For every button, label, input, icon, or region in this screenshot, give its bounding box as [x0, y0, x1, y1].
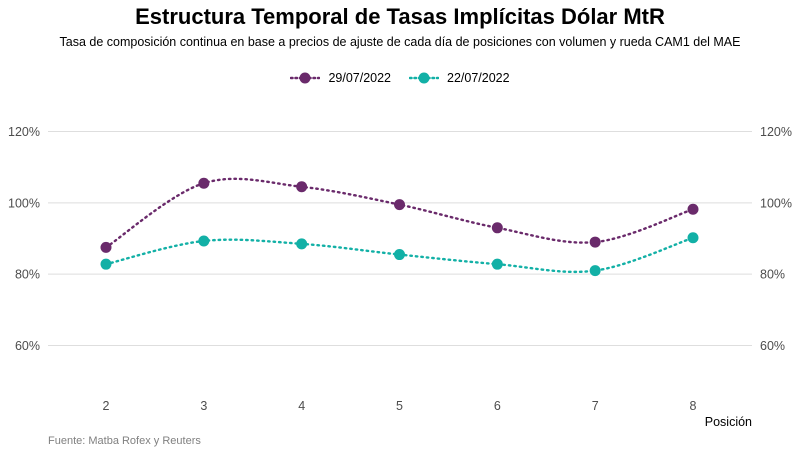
data-point-series-2 [687, 232, 699, 244]
data-point-series-1 [198, 177, 210, 189]
legend-key-series-2 [409, 72, 439, 84]
x-tick-label: 8 [690, 399, 697, 413]
data-point-series-2 [491, 258, 503, 270]
chart-subtitle: Tasa de composición continua en base a p… [59, 35, 741, 49]
data-point-series-1 [394, 199, 405, 211]
data-point-series-2 [100, 258, 112, 270]
x-tick-label: 4 [298, 399, 305, 413]
chart-title: Estructura Temporal de Tasas Implícitas … [135, 4, 665, 29]
data-point-series-1 [589, 236, 601, 248]
x-tick-label: 2 [103, 399, 110, 413]
x-tick-label: 6 [494, 399, 501, 413]
legend-key-series-1 [290, 72, 321, 84]
x-tick-label: 5 [396, 399, 403, 413]
legend-label-series-2: 22/07/2022 [447, 71, 510, 85]
legend-item-series-1: 29/07/2022 [290, 71, 391, 85]
source-note: Fuente: Matba Rofex y Reuters [48, 435, 201, 447]
data-point-series-1 [687, 203, 699, 215]
data-point-series-1 [491, 222, 503, 234]
y-tick-label-left: 80% [15, 268, 40, 282]
series-line-1 [104, 177, 695, 249]
x-tick-label: 7 [592, 399, 599, 413]
data-point-series-2 [198, 235, 210, 247]
legend-item-series-2: 22/07/2022 [409, 71, 510, 85]
y-tick-label-right: 60% [760, 339, 785, 353]
y-tick-label-left: 120% [8, 125, 40, 139]
x-axis-title: Posición [705, 415, 752, 429]
data-point-series-1 [296, 181, 308, 193]
y-tick-label-right: 120% [760, 125, 792, 139]
data-point-series-2 [394, 249, 405, 261]
data-point-series-2 [296, 238, 308, 250]
x-tick-label: 3 [200, 399, 207, 413]
y-tick-label-right: 100% [760, 196, 792, 210]
legend: 29/07/2022 22/07/2022 [0, 71, 800, 85]
data-point-series-1 [100, 241, 112, 253]
y-tick-label-left: 60% [15, 339, 40, 353]
data-point-series-2 [589, 265, 601, 277]
legend-label-series-1: 29/07/2022 [328, 71, 391, 85]
y-tick-label-right: 80% [760, 268, 785, 282]
y-tick-label-left: 100% [8, 196, 40, 210]
